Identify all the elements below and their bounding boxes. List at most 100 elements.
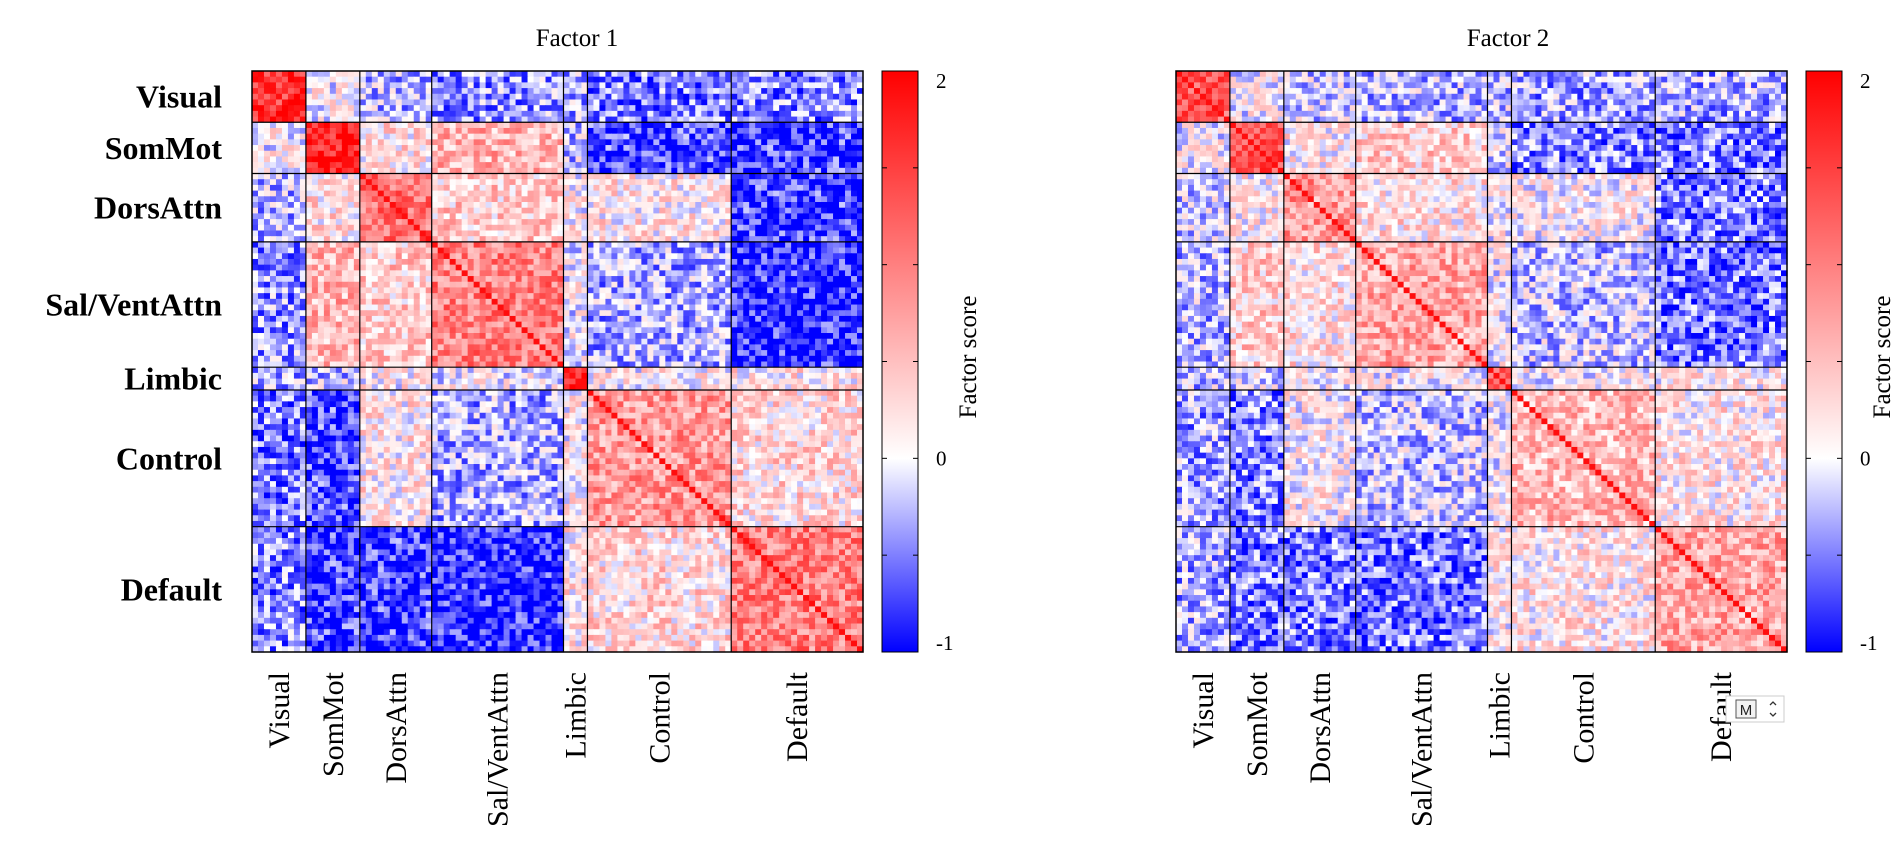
heatmap-cell	[383, 253, 391, 260]
heatmap-cell	[575, 287, 583, 294]
heatmap-cell	[767, 145, 774, 152]
heatmap-cell	[443, 310, 451, 317]
heatmap-cell	[545, 71, 553, 78]
heatmap-cell	[653, 133, 660, 140]
heatmap-cell	[317, 281, 325, 289]
heatmap-cell	[347, 258, 355, 266]
heatmap-cell	[431, 315, 439, 323]
heatmap-cell	[485, 264, 493, 271]
heatmap-cell	[252, 327, 259, 334]
heatmap-cell	[713, 253, 720, 260]
heatmap-cell	[749, 133, 756, 140]
heatmap-cell	[743, 110, 750, 118]
heatmap-cell	[263, 179, 271, 186]
heatmap-cell	[413, 179, 421, 186]
heatmap-cell	[521, 213, 529, 220]
heatmap-cell	[587, 258, 595, 266]
heatmap-cell	[605, 333, 613, 340]
heatmap-cell	[377, 327, 385, 334]
heatmap-cell	[329, 281, 337, 289]
heatmap-cell	[293, 162, 301, 169]
heatmap-cell	[347, 162, 355, 169]
heatmap-cell	[252, 213, 259, 220]
heatmap-cell	[659, 190, 666, 197]
heatmap-cell	[377, 281, 385, 289]
heatmap-cell	[605, 344, 613, 351]
heatmap-cell	[461, 338, 469, 346]
heatmap-cell	[359, 173, 367, 180]
heatmap-cell	[515, 88, 523, 95]
heatmap-cell	[731, 88, 738, 95]
heatmap-cell	[509, 105, 517, 112]
heatmap-cell	[335, 139, 343, 146]
heatmap-cell	[731, 310, 738, 317]
heatmap-cell	[635, 298, 642, 306]
heatmap-cell	[695, 327, 702, 334]
heatmap-cell	[479, 88, 487, 95]
heatmap-cell	[419, 327, 427, 334]
heatmap-cell	[377, 139, 385, 146]
heatmap-cell	[515, 76, 523, 83]
heatmap-cell	[335, 253, 343, 260]
heatmap-cell	[287, 76, 295, 83]
heatmap-cell	[287, 281, 295, 289]
heatmap-cell	[425, 213, 433, 220]
heatmap-cell	[347, 122, 355, 129]
heatmap-cell	[269, 93, 277, 101]
heatmap-cell	[317, 333, 325, 340]
heatmap-cell	[359, 156, 367, 163]
heatmap-cell	[647, 202, 654, 209]
heatmap-cell	[527, 202, 535, 209]
heatmap-cell	[719, 247, 726, 254]
heatmap-cell	[257, 99, 265, 106]
heatmap-cell	[677, 344, 684, 351]
heatmap-cell	[383, 276, 391, 283]
heatmap-cell	[281, 213, 289, 220]
heatmap-cell	[395, 145, 403, 152]
heatmap-cell	[527, 304, 535, 311]
heatmap-cell	[599, 270, 607, 277]
heatmap-cell	[461, 150, 469, 158]
heatmap-cell	[407, 207, 415, 215]
heatmap-cell	[533, 105, 541, 112]
heatmap-cell	[611, 122, 618, 129]
heatmap-cell	[551, 315, 559, 323]
heatmap-cell	[467, 127, 475, 135]
heatmap-cell	[293, 270, 301, 277]
heatmap-cell	[623, 116, 630, 123]
heatmap-cell	[815, 253, 822, 260]
heatmap-cell	[551, 304, 559, 311]
heatmap-cell	[377, 270, 385, 277]
heatmap-cell	[599, 162, 607, 169]
heatmap-cell	[611, 304, 618, 311]
heatmap-cell	[449, 327, 457, 334]
heatmap-cell	[737, 258, 744, 266]
heatmap-cell	[839, 162, 846, 169]
heatmap-cell	[371, 88, 379, 95]
heatmap-cell	[851, 99, 858, 106]
heatmap-cell	[683, 236, 690, 243]
heatmap-cell	[359, 207, 367, 215]
heatmap-cell	[299, 241, 307, 249]
heatmap-cell	[557, 293, 565, 300]
heatmap-cell	[713, 145, 720, 152]
heatmap-cell	[575, 162, 583, 169]
heatmap-cell	[419, 88, 427, 95]
heatmap-cell	[845, 99, 852, 106]
heatmap-cell	[437, 167, 445, 175]
heatmap-cell	[437, 224, 445, 232]
heatmap-cell	[545, 150, 553, 158]
heatmap-cell	[689, 196, 696, 203]
heatmap-cell	[761, 202, 768, 209]
heatmap-cell	[257, 122, 265, 129]
heatmap-cell	[617, 184, 624, 192]
heatmap-cell	[455, 213, 463, 220]
heatmap-cell	[569, 105, 577, 112]
heatmap-cell	[725, 287, 732, 294]
heatmap-cell	[347, 281, 355, 289]
heatmap-cell	[707, 156, 714, 163]
heatmap-cell	[413, 338, 421, 346]
heatmap-cell	[491, 338, 499, 346]
heatmap-cell	[371, 293, 379, 300]
heatmap-cell	[365, 333, 373, 340]
